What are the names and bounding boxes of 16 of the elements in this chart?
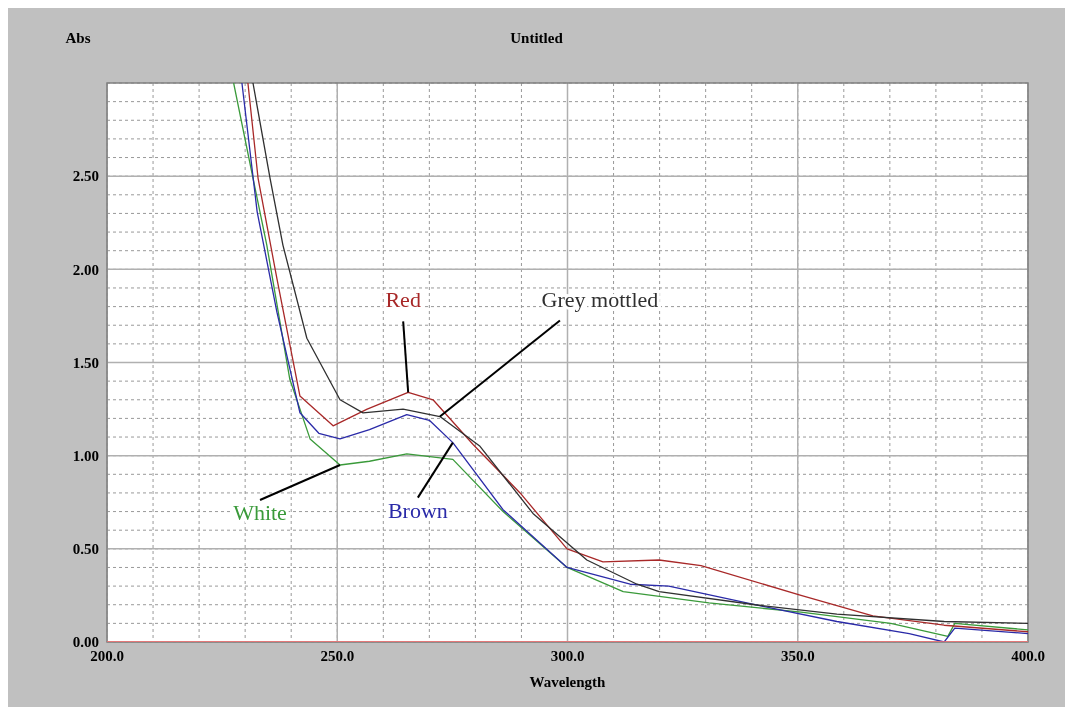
x-tick-label: 400.0 <box>1011 647 1045 664</box>
y-axis-title: Abs <box>64 30 92 47</box>
y-tick-label: 1.00 <box>72 447 99 464</box>
text: Red <box>385 287 421 313</box>
y-tick-label: 2.00 <box>72 261 99 278</box>
x-tick-label: 350.0 <box>780 647 815 664</box>
x-axis-title: Wavelength <box>528 674 607 691</box>
text: Grey mottled <box>541 286 659 312</box>
y-tick-label: 2.50 <box>72 168 99 185</box>
series-label: Brown <box>387 497 448 523</box>
y-tick-label: 1.50 <box>72 354 99 371</box>
x-tick-label: 300.0 <box>550 647 585 664</box>
x-tick-label: 250.0 <box>320 647 355 664</box>
text: White <box>233 499 287 525</box>
y-tick-label: 0.50 <box>72 541 99 558</box>
chart-title: Untitled <box>510 30 563 46</box>
